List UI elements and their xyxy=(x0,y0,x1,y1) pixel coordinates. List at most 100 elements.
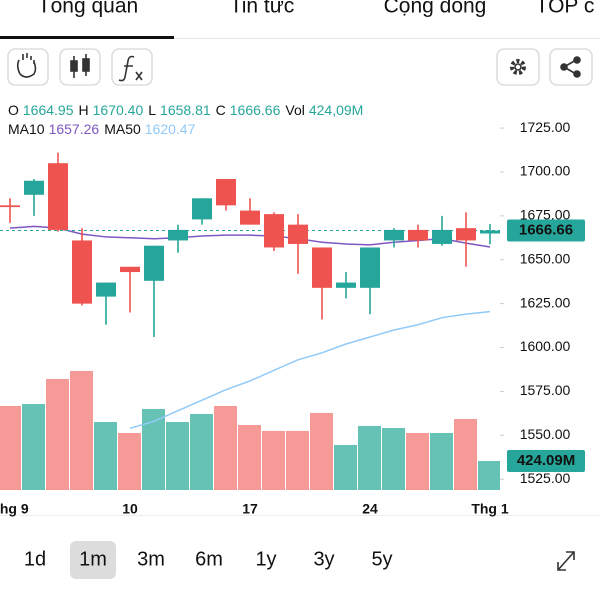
header-text: 1670.40 xyxy=(93,102,144,118)
volume-bar xyxy=(286,430,309,490)
y-tick-label: 1700.00 xyxy=(520,163,571,179)
header-text: 1657.26 xyxy=(49,121,100,137)
candle-body xyxy=(408,229,428,241)
header-text: 1658.81 xyxy=(160,102,211,118)
header-text: O xyxy=(8,102,19,118)
candle-body xyxy=(360,247,380,288)
volume-bar xyxy=(430,433,453,490)
gear-icon-center xyxy=(514,63,522,71)
timeframe-button[interactable]: 1m xyxy=(79,548,107,570)
y-tick-label: 1575.00 xyxy=(520,382,571,398)
y-tick-label: 1550.00 xyxy=(520,426,571,442)
candle-body xyxy=(72,240,92,304)
volume-bar xyxy=(310,412,333,490)
timeframe-button[interactable]: 3m xyxy=(137,548,165,570)
volume-bar xyxy=(334,444,357,490)
gesture-button[interactable] xyxy=(7,48,49,86)
x-tick-label: Thg 1 xyxy=(471,501,509,517)
ma-line xyxy=(129,310,491,430)
x-tick-label: 17 xyxy=(242,501,258,517)
volume-bar xyxy=(142,408,165,490)
candle-body xyxy=(216,179,236,206)
tab[interactable]: Tổng quan xyxy=(38,0,138,18)
tab[interactable]: Tin tức xyxy=(230,0,295,18)
plot-area xyxy=(0,152,500,490)
share-dot xyxy=(573,70,581,78)
volume-label: 424.09M xyxy=(517,452,575,469)
volume-bar xyxy=(0,405,21,490)
tab[interactable]: Cộng đồng xyxy=(384,0,487,18)
series-layer xyxy=(0,152,500,490)
timeframe-button[interactable]: 6m xyxy=(195,548,223,570)
candle-body xyxy=(384,229,404,241)
volume-bar xyxy=(382,428,405,490)
timeframe-button[interactable]: 1d xyxy=(24,548,46,570)
candle-icon-body xyxy=(82,58,90,72)
volume-bar xyxy=(166,421,189,490)
toolbar xyxy=(7,48,593,86)
settings-button[interactable] xyxy=(496,48,540,86)
volume-bar xyxy=(118,433,141,490)
share-button[interactable] xyxy=(549,48,593,86)
x-tick-label: 24 xyxy=(362,501,378,517)
volume-bar xyxy=(46,378,69,490)
candle-body xyxy=(0,205,20,208)
y-tick-label: 1675.00 xyxy=(520,207,571,223)
share-dot xyxy=(573,56,581,64)
candle-body xyxy=(288,224,308,244)
candle-body xyxy=(240,210,260,225)
header-text: MA50 xyxy=(104,121,141,137)
timeframe-button[interactable]: 1y xyxy=(255,548,276,570)
candle-body xyxy=(144,245,164,281)
y-tick-label: 1650.00 xyxy=(520,250,571,266)
y-tick-label: 1525.00 xyxy=(520,470,571,486)
timeframe-button[interactable]: 3y xyxy=(313,548,334,570)
tab-underline xyxy=(0,36,174,39)
volume-bar xyxy=(22,403,45,490)
header-text: Vol xyxy=(285,102,304,118)
header-text: 1666.66 xyxy=(230,102,281,118)
hand-icon xyxy=(16,53,37,78)
volume-bar xyxy=(238,425,261,490)
candle-body xyxy=(432,229,452,244)
tab[interactable]: TOP c xyxy=(536,0,595,18)
candle-body xyxy=(120,266,140,273)
volume-bar xyxy=(70,370,93,490)
y-tick-label: 1625.00 xyxy=(520,294,571,310)
last-price-label: 1666.66 xyxy=(519,221,573,238)
ohlc-header: O 1664.95 H 1670.40 L 1658.81 C 1666.66 Vol 424,0… xyxy=(8,102,363,118)
candle-body xyxy=(480,230,500,234)
y-tick-label: 1725.00 xyxy=(520,119,571,135)
candle-body xyxy=(336,282,356,288)
volume-bar xyxy=(478,460,500,490)
header-text: 1664.95 xyxy=(23,102,74,118)
candle-body xyxy=(192,198,212,220)
timeframe-button[interactable]: 5y xyxy=(371,548,392,570)
candle-body xyxy=(48,163,68,230)
header-text: H xyxy=(79,102,89,118)
expand-arrows xyxy=(557,551,575,571)
candle-body xyxy=(168,229,188,241)
header-text: C xyxy=(216,102,226,118)
volume-bar xyxy=(94,421,117,490)
volume-badge xyxy=(507,449,585,472)
expand-icon[interactable] xyxy=(557,551,575,571)
fx-icon xyxy=(118,55,143,82)
indicator-button[interactable] xyxy=(111,48,153,86)
candle-body xyxy=(312,247,332,288)
candle-icon-body xyxy=(70,60,78,72)
header-text: MA10 xyxy=(8,121,45,137)
gear-icon xyxy=(510,59,526,75)
candle-body xyxy=(96,282,116,297)
header-text: 1620.47 xyxy=(145,121,196,137)
volume-bar xyxy=(262,430,285,490)
header-text: 424,09M xyxy=(309,102,363,118)
ma-line xyxy=(9,225,491,248)
candle-body xyxy=(24,180,44,195)
x-tick-label: 10 xyxy=(122,501,138,517)
candle-button[interactable] xyxy=(59,48,101,86)
y-tick-label: 1600.00 xyxy=(520,338,571,354)
candle-body xyxy=(456,228,476,241)
